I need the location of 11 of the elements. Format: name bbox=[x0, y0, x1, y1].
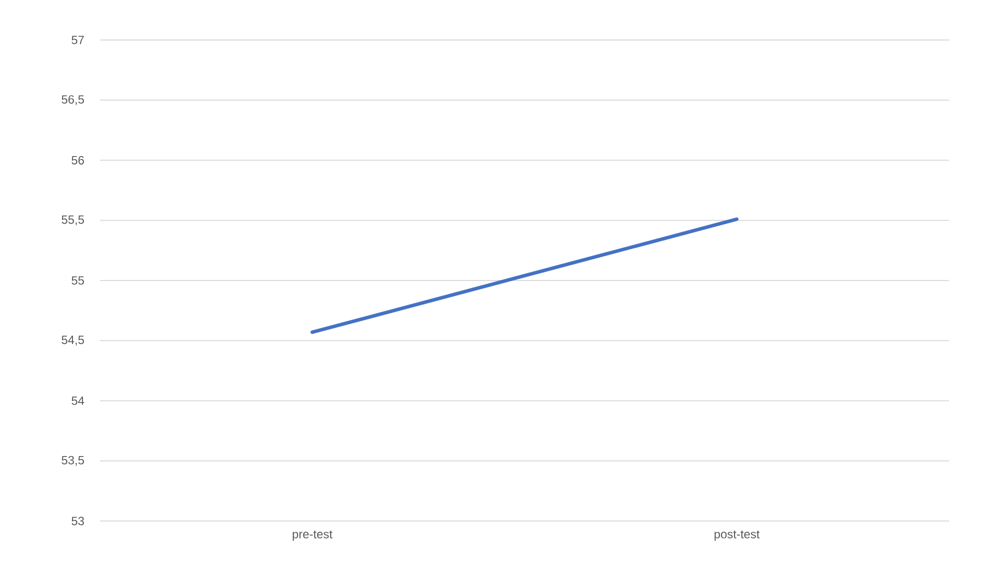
y-tick-label: 55 bbox=[72, 276, 84, 285]
y-tick-label: 55,5 bbox=[62, 216, 84, 226]
y-tick-label: 53,5 bbox=[62, 456, 84, 466]
y-tick-label: 57 bbox=[72, 36, 84, 44]
x-tick-label: post-test bbox=[714, 530, 760, 541]
y-tick-label: 54 bbox=[72, 396, 84, 405]
y-tick-label: 54,5 bbox=[62, 336, 84, 346]
y-tick-label: 56 bbox=[72, 156, 84, 164]
y-tick-label: 56,5 bbox=[62, 95, 84, 106]
x-tick-label: pre-test bbox=[292, 530, 332, 541]
y-tick-label: 53 bbox=[72, 516, 84, 526]
